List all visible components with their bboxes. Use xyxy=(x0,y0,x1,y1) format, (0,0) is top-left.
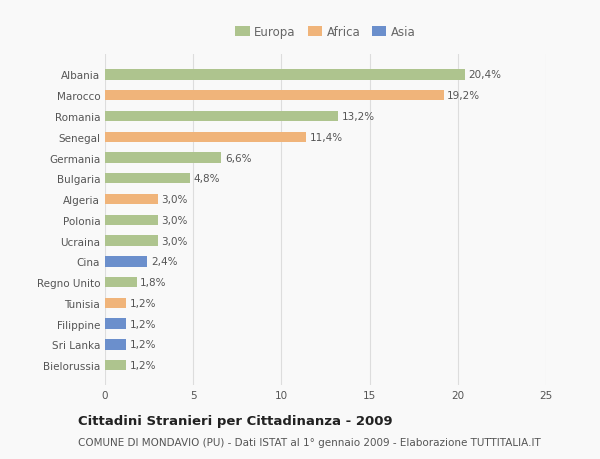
Text: Cittadini Stranieri per Cittadinanza - 2009: Cittadini Stranieri per Cittadinanza - 2… xyxy=(78,414,392,428)
Bar xyxy=(105,70,465,80)
Bar xyxy=(105,174,190,184)
Bar xyxy=(105,360,126,370)
Bar xyxy=(105,319,126,329)
Text: 1,2%: 1,2% xyxy=(130,340,156,350)
Text: 1,2%: 1,2% xyxy=(130,298,156,308)
Text: 1,8%: 1,8% xyxy=(140,278,167,287)
Text: 20,4%: 20,4% xyxy=(469,70,502,80)
Bar xyxy=(105,340,126,350)
Text: 6,6%: 6,6% xyxy=(225,153,251,163)
Bar xyxy=(105,215,158,225)
Bar xyxy=(105,257,148,267)
Text: 4,8%: 4,8% xyxy=(193,174,220,184)
Text: 11,4%: 11,4% xyxy=(310,133,343,142)
Text: COMUNE DI MONDAVIO (PU) - Dati ISTAT al 1° gennaio 2009 - Elaborazione TUTTITALI: COMUNE DI MONDAVIO (PU) - Dati ISTAT al … xyxy=(78,437,541,447)
Text: 3,0%: 3,0% xyxy=(161,195,188,205)
Text: 2,4%: 2,4% xyxy=(151,257,178,267)
Text: 3,0%: 3,0% xyxy=(161,236,188,246)
Bar xyxy=(105,277,137,288)
Bar xyxy=(105,132,306,143)
Text: 3,0%: 3,0% xyxy=(161,215,188,225)
Legend: Europa, Africa, Asia: Europa, Africa, Asia xyxy=(230,21,421,44)
Text: 1,2%: 1,2% xyxy=(130,319,156,329)
Bar xyxy=(105,112,338,122)
Bar xyxy=(105,236,158,246)
Bar xyxy=(105,153,221,163)
Text: 13,2%: 13,2% xyxy=(341,112,374,122)
Bar xyxy=(105,195,158,205)
Bar xyxy=(105,298,126,308)
Text: 19,2%: 19,2% xyxy=(447,91,481,101)
Bar xyxy=(105,91,443,101)
Text: 1,2%: 1,2% xyxy=(130,360,156,370)
